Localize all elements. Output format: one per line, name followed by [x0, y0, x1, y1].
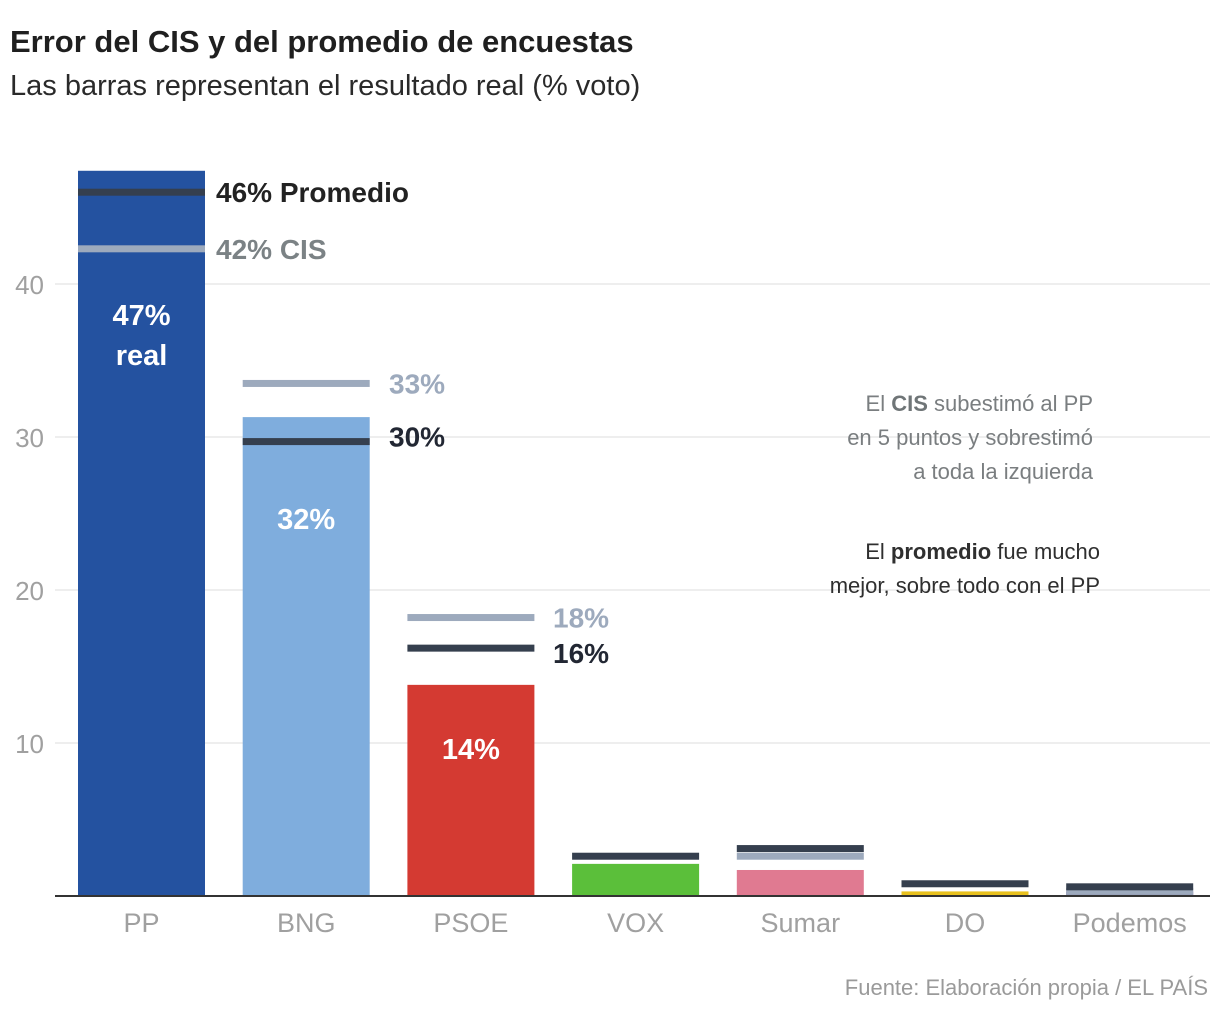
x-tick-label-psoe: PSOE [433, 908, 508, 938]
bar-sumar [736, 869, 864, 896]
bar-chart: 10 20 30 40 PP BNG PSOE VOX Sumar DO Podemos 47% rea… [15, 170, 1210, 938]
cis-marker-bng [242, 379, 370, 387]
chart-subtitle: Las barras representan el resultado real… [10, 70, 641, 102]
data-label-psoe-cis: 18% [553, 603, 609, 634]
data-label-psoe-promedio: 16% [553, 638, 609, 669]
promedio-marker-sumar [736, 845, 864, 853]
x-tick-label-vox: VOX [607, 908, 664, 938]
promedio-marker-podemos [1066, 883, 1194, 891]
bar-do [901, 891, 1029, 896]
bar-psoe [407, 684, 535, 896]
bar-bng [242, 417, 370, 896]
promedio-note-bold: promedio [890, 539, 992, 564]
data-label-bng-cis: 33% [389, 368, 445, 399]
promedio-marker-vox [572, 852, 700, 860]
cis-marker-sumar [736, 852, 864, 860]
source-note: Fuente: Elaboración propia / EL PAÍS [844, 975, 1208, 1000]
data-label-psoe-real: 14% [442, 734, 500, 766]
bar-vox [572, 863, 700, 896]
data-label-bng-promedio: 30% [389, 422, 445, 453]
cis-marker-psoe [407, 614, 535, 622]
cis-marker-podemos [1066, 887, 1194, 895]
data-label-pp-real: 47% [112, 300, 170, 332]
promedio-marker-pp [78, 188, 205, 196]
cis-note: El CIS subestimó al PP en 5 puntos y sob… [847, 391, 1093, 484]
y-tick-label-20: 20 [15, 576, 44, 606]
promedio-note: El promedio fue mucho mejor, sobre todo … [829, 539, 1100, 598]
data-label-pp-real-word: real [116, 340, 168, 372]
y-tick-label-30: 30 [15, 423, 44, 453]
data-label-pp-promedio: 46% Promedio [216, 177, 409, 208]
x-tick-label-sumar: Sumar [761, 908, 841, 938]
bar-pp [78, 170, 205, 896]
x-tick-label-podemos: Podemos [1073, 908, 1187, 938]
chart-title: Error del CIS y del promedio de encuesta… [10, 24, 634, 59]
cis-marker-pp [78, 245, 205, 253]
promedio-marker-psoe [407, 644, 535, 652]
y-tick-label-10: 10 [15, 729, 44, 759]
x-tick-label-pp: PP [123, 908, 159, 938]
y-tick-label-40: 40 [15, 270, 44, 300]
data-label-pp-cis: 42% CIS [216, 234, 327, 265]
data-label-bng-real: 32% [277, 504, 335, 536]
x-tick-label-do: DO [945, 908, 986, 938]
cis-note-bold: CIS [891, 391, 928, 416]
promedio-marker-do [901, 880, 1029, 888]
promedio-marker-bng [242, 438, 370, 446]
x-tick-label-bng: BNG [277, 908, 336, 938]
